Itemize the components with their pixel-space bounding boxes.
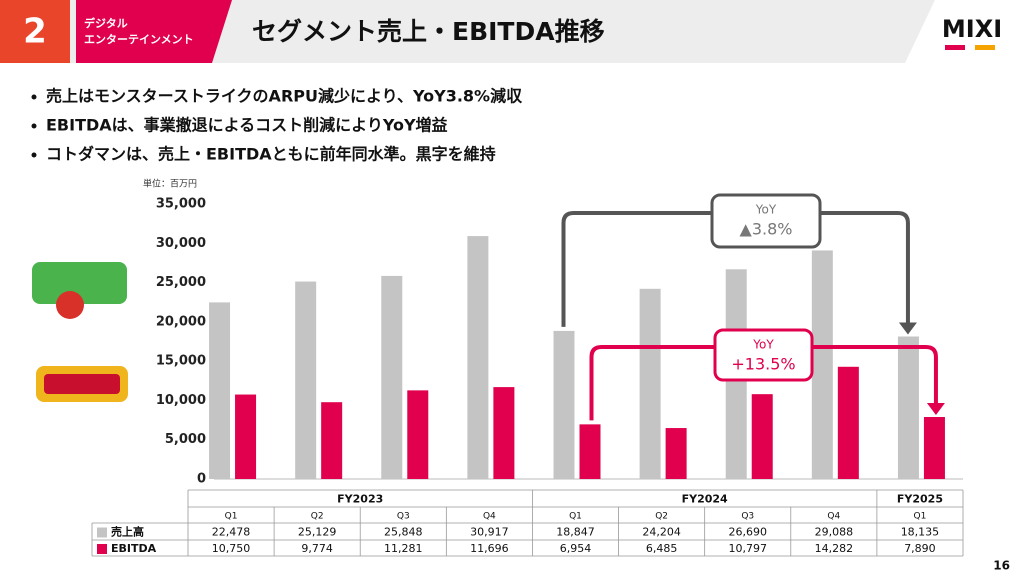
value-label: 25,848 — [384, 526, 423, 539]
bullet-dot — [31, 152, 37, 158]
logo-bar — [975, 45, 995, 50]
value-label: 6,954 — [560, 542, 592, 555]
annotation-box — [710, 193, 822, 249]
slide-title: セグメント売上・EBITDA推移 — [252, 17, 605, 46]
group-label: FY2025 — [897, 493, 943, 506]
value-label: 10,750 — [212, 542, 251, 555]
y-tick-label: 15,000 — [156, 354, 206, 369]
bar — [639, 288, 661, 479]
value-label: 30,917 — [470, 526, 509, 539]
bar — [321, 402, 343, 479]
x-tick-label: Q3 — [397, 512, 410, 522]
y-tick-label: 30,000 — [156, 236, 206, 251]
legend-label: EBITDA — [111, 542, 157, 555]
y-tick-label: 10,000 — [156, 393, 206, 408]
value-label: 24,204 — [642, 526, 681, 539]
legend-label: 売上高 — [111, 525, 144, 539]
value-label: 11,281 — [384, 542, 423, 555]
annotation-title: YoY — [752, 338, 774, 352]
value-label: 14,282 — [815, 542, 854, 555]
x-tick-label: Q4 — [483, 512, 496, 522]
value-label: 9,774 — [301, 542, 333, 555]
annotation-box — [713, 328, 814, 382]
y-tick-label: 5,000 — [165, 432, 206, 447]
bar — [553, 330, 575, 479]
bar — [209, 302, 231, 479]
bar — [295, 281, 317, 479]
x-tick-label: Q1 — [914, 512, 927, 522]
x-tick-label: Q1 — [225, 512, 238, 522]
section-badge — [0, 0, 70, 63]
section-name: デジタル — [84, 16, 128, 30]
logo-shape — [56, 291, 84, 319]
logo-shape — [32, 262, 127, 304]
y-tick-label: 35,000 — [156, 197, 206, 212]
bullet-dot — [31, 123, 37, 129]
value-label: 18,135 — [901, 526, 940, 539]
value-label: 6,485 — [646, 542, 678, 555]
chart: 0 5,000 10,000 15,000 20,000 25,000 30,000 35,0… — [91, 193, 964, 557]
bar — [579, 424, 601, 479]
arrow-head — [898, 322, 917, 335]
value-label: 25,129 — [298, 526, 337, 539]
bar — [235, 394, 257, 479]
x-tick-label: Q2 — [311, 512, 324, 522]
annotation-text: +13.5% — [731, 355, 795, 374]
bar — [897, 336, 919, 479]
page-number: 16 — [993, 559, 1010, 573]
arrow-head — [926, 403, 945, 416]
logo-bar — [945, 45, 965, 50]
bar — [493, 387, 515, 479]
x-tick-label: Q2 — [655, 512, 668, 522]
bullets: 売上はモンスターストライクのARPU減少により、YoY3.8%減収 EBITDA… — [31, 87, 523, 164]
bullet: EBITDAは、事業撤退によるコスト削減によりYoY増益 — [46, 116, 448, 135]
y-tick-label: 25,000 — [156, 275, 206, 290]
logo: MIXI — [942, 15, 1002, 43]
annotation-text: ▲3.8% — [740, 220, 793, 239]
bar — [923, 417, 945, 479]
header-band — [0, 0, 935, 63]
value-label: 7,890 — [904, 542, 936, 555]
bullet: コトダマンは、売上・EBITDAともに前年同水準。黒字を維持 — [46, 145, 496, 164]
bar — [407, 390, 429, 479]
bar — [837, 366, 859, 479]
bar — [381, 275, 403, 479]
value-label: 10,797 — [728, 542, 767, 555]
section-number: 2 — [23, 12, 47, 52]
bar — [467, 236, 489, 479]
group-label: FY2024 — [682, 493, 728, 506]
x-tick-label: Q3 — [741, 512, 754, 522]
y-tick-label: 0 — [197, 472, 206, 487]
bullet-dot — [31, 94, 37, 100]
bar — [811, 250, 833, 479]
section-name: エンターテインメント — [84, 33, 194, 46]
y-tick-label: 20,000 — [156, 314, 206, 329]
section-tag — [76, 0, 232, 63]
logo-shape — [44, 374, 120, 394]
annotation-title: YoY — [755, 203, 777, 217]
x-tick-label: Q1 — [569, 512, 582, 522]
value-label: 18,847 — [556, 526, 595, 539]
game-logo — [32, 262, 128, 402]
value-label: 22,478 — [212, 526, 251, 539]
value-label: 11,696 — [470, 542, 509, 555]
group-label: FY2023 — [337, 493, 383, 506]
bar — [665, 428, 687, 479]
legend-swatch — [97, 527, 107, 538]
bar — [751, 394, 773, 479]
x-tick-label: Q4 — [827, 512, 840, 522]
unit-label: 単位：百万円 — [143, 178, 197, 190]
value-label: 29,088 — [815, 526, 854, 539]
bullet: 売上はモンスターストライクのARPU減少により、YoY3.8%減収 — [46, 87, 523, 106]
legend-swatch — [97, 544, 107, 554]
value-label: 26,690 — [728, 526, 767, 539]
